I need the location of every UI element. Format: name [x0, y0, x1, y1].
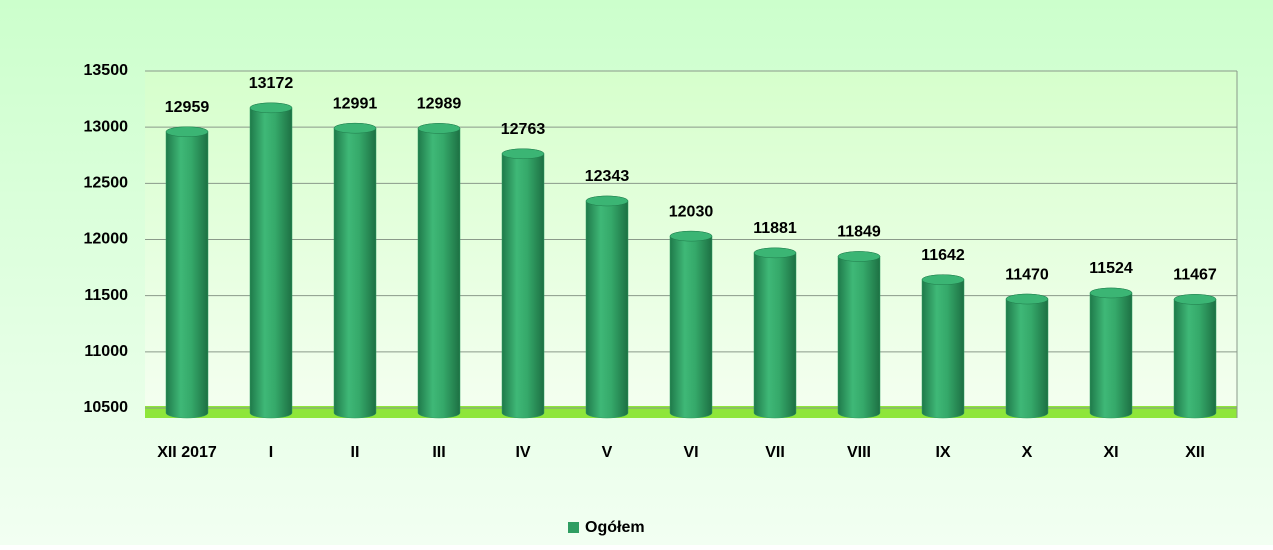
data-label: 12989: [417, 96, 462, 113]
bar: [165, 126, 209, 419]
x-tick-label: VIII: [847, 444, 871, 461]
y-tick-label: 11000: [84, 343, 128, 360]
bar-top: [1089, 287, 1133, 299]
x-tick-label: XII 2017: [157, 444, 217, 461]
bar: [837, 251, 881, 419]
data-label: 12030: [669, 203, 714, 220]
y-tick-label: 12000: [84, 231, 129, 248]
bar-top: [837, 251, 881, 262]
bar: [1089, 287, 1133, 419]
x-tick-label: I: [269, 444, 273, 461]
bar: [333, 122, 377, 419]
bar-top: [501, 148, 545, 160]
bar-top: [921, 274, 965, 285]
data-label: 12763: [501, 121, 546, 138]
bar: [921, 274, 965, 419]
bar-top: [165, 126, 209, 138]
bar-top: [585, 195, 629, 207]
x-tick-label: X: [1022, 444, 1033, 461]
legend-label: Ogółem: [585, 519, 645, 536]
bar-top: [1005, 293, 1049, 305]
data-label: 11642: [921, 247, 965, 264]
data-label: 12343: [585, 168, 630, 185]
bar: [1005, 293, 1049, 419]
data-label: 12991: [333, 95, 378, 112]
bar-top: [669, 230, 713, 242]
x-tick-label: XII: [1185, 444, 1205, 461]
data-label: 11524: [1089, 260, 1133, 277]
bar: [585, 195, 629, 419]
bar-top: [1173, 294, 1217, 305]
bar-top: [249, 102, 293, 114]
data-label: 11470: [1005, 266, 1049, 283]
x-tick-label: II: [351, 444, 360, 461]
x-tick-label: III: [432, 444, 445, 461]
bar-top: [417, 123, 461, 134]
bar-top: [333, 122, 377, 134]
x-tick-label: IX: [935, 444, 950, 461]
x-tick-label: VI: [683, 444, 698, 461]
data-label: 11881: [753, 220, 797, 237]
y-tick-label: 10500: [84, 399, 129, 416]
y-tick-label: 11500: [84, 287, 128, 304]
x-tick-label: XI: [1103, 444, 1118, 461]
x-tick-label: V: [602, 444, 613, 461]
y-tick-label: 13500: [84, 62, 129, 79]
legend-swatch: [568, 522, 579, 533]
bar: [1173, 294, 1217, 419]
data-label: 11849: [837, 224, 881, 241]
bar: [669, 230, 713, 419]
bar: [417, 123, 461, 419]
bar: [753, 247, 797, 419]
x-tick-label: VII: [765, 444, 785, 461]
data-label: 12959: [165, 99, 210, 116]
data-label: 11467: [1173, 267, 1217, 284]
bar-top: [753, 247, 797, 259]
data-label: 13172: [249, 75, 294, 92]
y-tick-label: 13000: [84, 118, 129, 135]
y-tick-label: 12500: [84, 175, 129, 192]
bar: [249, 102, 293, 419]
bar: [501, 148, 545, 419]
x-tick-label: IV: [515, 444, 530, 461]
